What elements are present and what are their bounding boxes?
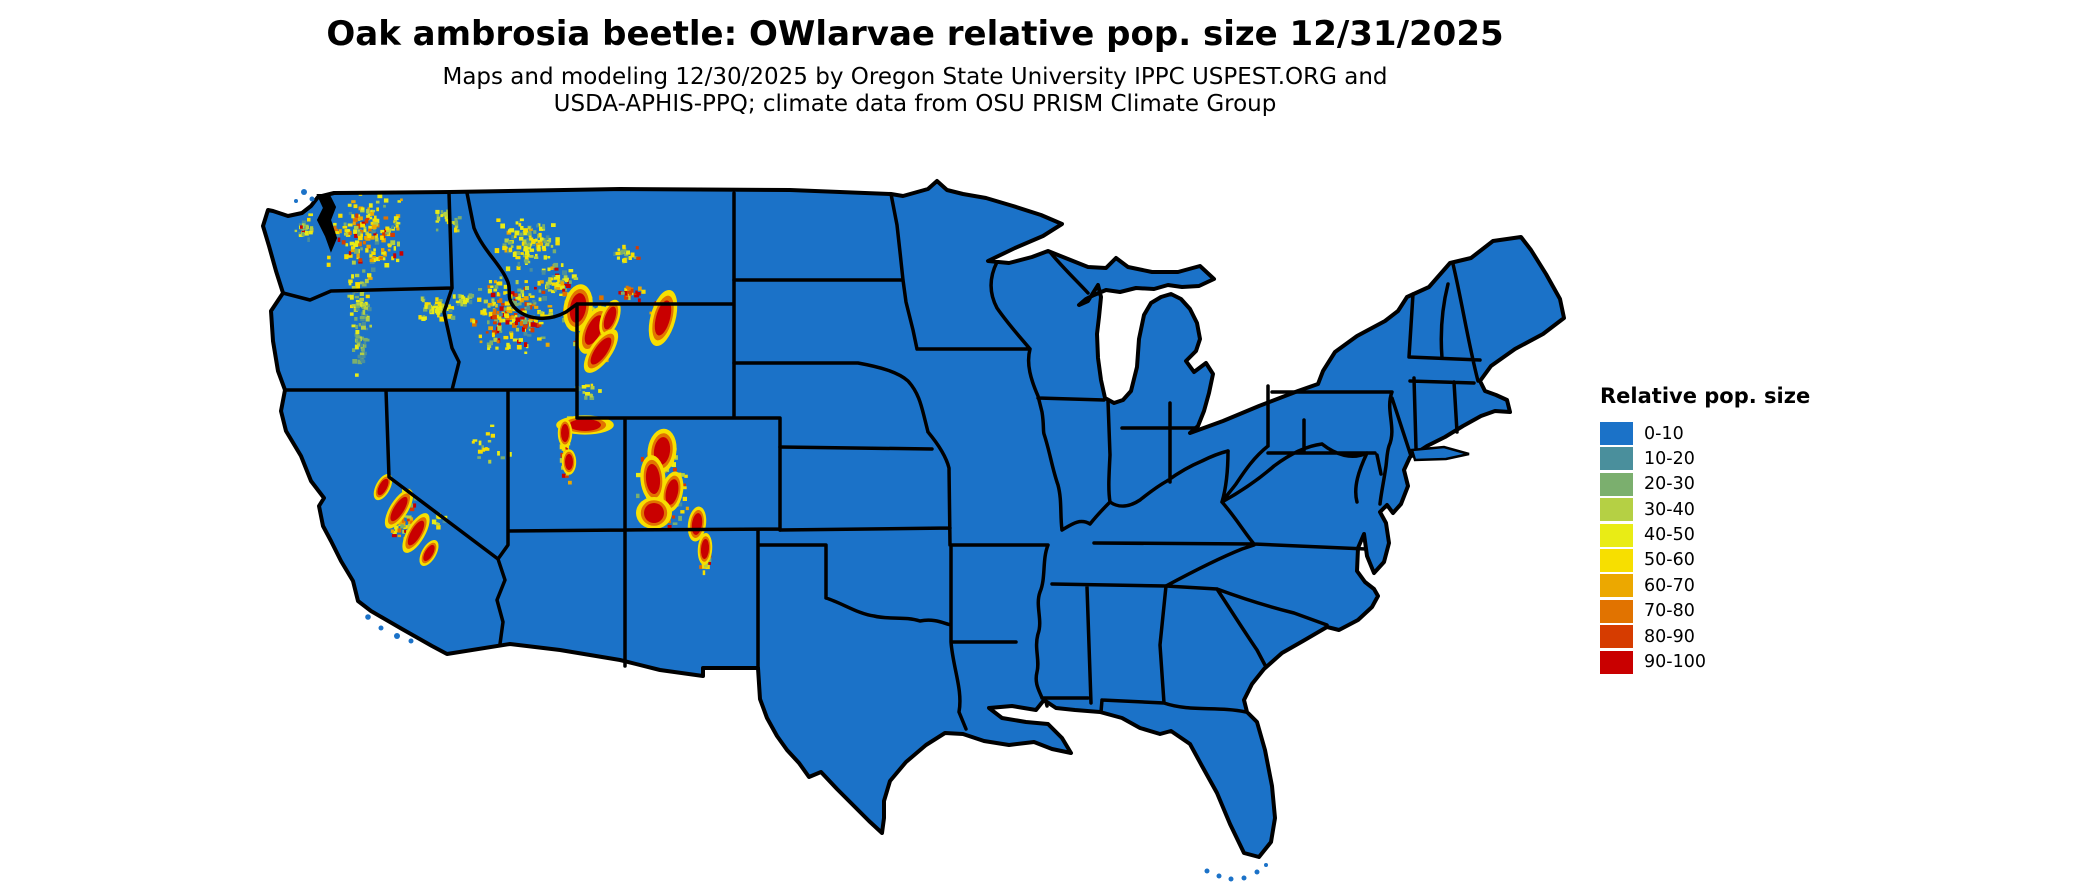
hotspot-blob-nm-sangre (697, 533, 713, 565)
legend-title: Relative pop. size (1600, 384, 1811, 408)
san-juan-island (301, 189, 307, 195)
hotspot-blob-sierra-a (373, 473, 393, 501)
legend-swatch (1600, 472, 1633, 496)
legend-swatch (1600, 574, 1633, 598)
legend-entry-label: 50-60 (1644, 550, 1695, 571)
hotspot-blob-sierra-b (384, 489, 414, 529)
hotspot-cluster-mt-southwest (534, 262, 579, 297)
legend-swatch (1600, 599, 1633, 623)
hotspot-cluster-wa-olympics (294, 213, 314, 242)
legend-entries: 0-10 10-20 20-30 30-40 40-50 50-60 60-70 70-80 8… (1600, 422, 1810, 674)
san-juan-island (294, 199, 298, 203)
hotspot-cluster-id-central (468, 276, 554, 354)
legend-entry: 0-10 (1600, 422, 1810, 445)
legend-entry-label: 20-30 (1644, 474, 1695, 495)
florida-key (1216, 873, 1222, 879)
florida-key (1228, 876, 1234, 882)
legend-entry: 50-60 (1600, 548, 1810, 572)
channel-island (394, 633, 400, 639)
hotspot-cluster-mt-west (494, 218, 560, 272)
hotspot-blob-wasatch-b (561, 449, 577, 475)
san-juan-island (309, 196, 315, 202)
map-subtitle: Maps and modeling 12/30/2025 by Oregon S… (0, 64, 1830, 118)
hotspot-cluster-or-cascades (352, 316, 370, 377)
florida-key (1254, 869, 1260, 875)
channel-island (378, 625, 384, 631)
legend-entry-label: 30-40 (1644, 499, 1695, 520)
channel-island (408, 638, 414, 644)
florida-key (1241, 875, 1247, 881)
legend-swatch (1600, 650, 1633, 674)
legend-entry: 20-30 (1600, 472, 1810, 496)
legend-entry-label: 0-10 (1644, 423, 1684, 444)
hotspot-cluster-mt-central (613, 244, 641, 264)
hotspot-blob-wind-river (583, 329, 619, 373)
florida-key (1204, 868, 1210, 874)
legend-entry: 70-80 (1600, 599, 1810, 623)
hotspot-blob-absaroka-e (599, 299, 621, 337)
legend-entry: 80-90 (1600, 625, 1810, 649)
legend-entry-label: 90-100 (1644, 652, 1706, 673)
legend-entry: 40-50 (1600, 523, 1810, 547)
state-borders-east (1092, 262, 1482, 714)
legend-swatch (1600, 523, 1633, 547)
state-borders (281, 191, 1482, 731)
map-subtitle-line2: USDA-APHIS-PPQ; climate data from OSU PR… (553, 91, 1277, 117)
legend-swatch (1600, 548, 1633, 572)
hotspot-blob-sierra-c (402, 513, 430, 553)
legend: Relative pop. size 0-10 10-20 20-30 30-40 40… (1600, 384, 1810, 676)
hotspot-cluster-mt-beartooth (618, 285, 646, 303)
legend-entry-label: 60-70 (1644, 575, 1695, 596)
legend-entry: 30-40 (1600, 498, 1810, 522)
islands (294, 189, 1470, 882)
header: Oak ambrosia beetle: OWlarvae relative p… (0, 14, 1830, 118)
legend-entry: 60-70 (1600, 574, 1810, 598)
map-subtitle-line1: Maps and modeling 12/30/2025 by Oregon S… (442, 64, 1388, 90)
hotspot-blob-co-front-b (640, 455, 666, 503)
legend-entry: 90-100 (1600, 650, 1810, 674)
legend-entry: 10-20 (1600, 447, 1810, 471)
legend-swatch (1600, 422, 1633, 445)
hotspot-blob-wasatch-a (557, 418, 573, 448)
hotspot-blob-sierra-d (419, 540, 439, 566)
state-borders-west (281, 191, 782, 668)
long-island (1410, 445, 1470, 462)
legend-swatch (1600, 498, 1633, 522)
legend-entry-label: 10-20 (1644, 448, 1695, 469)
legend-swatch (1600, 625, 1633, 649)
channel-island (365, 614, 371, 620)
legend-entry-label: 80-90 (1644, 626, 1695, 647)
hotspot-blob-co-front-c (660, 471, 684, 513)
puget-sound (316, 194, 338, 253)
hotspot-layer (294, 192, 713, 576)
legend-entry-label: 70-80 (1644, 601, 1695, 622)
hotspot-cluster-wa-northeast (435, 209, 462, 233)
hotspot-blob-co-san-juan (636, 497, 672, 529)
legend-swatch (1600, 447, 1633, 471)
florida-key (1264, 863, 1268, 867)
hotspot-cluster-wa-north-cascades (326, 192, 404, 268)
legend-entry-label: 40-50 (1644, 525, 1695, 546)
map-title: Oak ambrosia beetle: OWlarvae relative p… (326, 14, 1504, 54)
